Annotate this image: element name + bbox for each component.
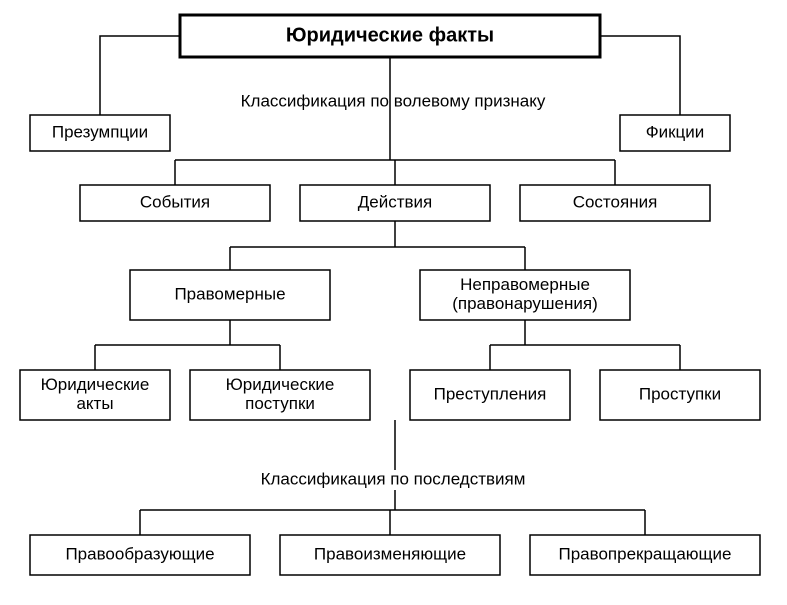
node-label: Правомерные bbox=[174, 284, 285, 303]
node-label: Правообразующие bbox=[65, 544, 214, 563]
node-label: Правопрекращающие bbox=[558, 544, 731, 563]
node-label: Юридические bbox=[226, 375, 335, 394]
node-label: (правонарушения) bbox=[452, 294, 598, 313]
node-juracts: Юридическиеакты bbox=[20, 370, 170, 420]
node-label: Правоизменяющие bbox=[314, 544, 466, 563]
node-label: поступки bbox=[245, 394, 315, 413]
node-label: События bbox=[140, 192, 210, 211]
node-fikcii: Фикции bbox=[620, 115, 730, 151]
caption: Классификация по последствиям bbox=[261, 469, 526, 488]
node-actions: Действия bbox=[300, 185, 490, 221]
node-forming: Правообразующие bbox=[30, 535, 250, 575]
node-misdem: Проступки bbox=[600, 370, 760, 420]
node-jurdeeds: Юридическиепоступки bbox=[190, 370, 370, 420]
node-label: акты bbox=[76, 394, 113, 413]
node-events: События bbox=[80, 185, 270, 221]
node-label: Неправомерные bbox=[460, 275, 590, 294]
node-ending: Правопрекращающие bbox=[530, 535, 760, 575]
node-lawful: Правомерные bbox=[130, 270, 330, 320]
node-unlawful: Неправомерные(правонарушения) bbox=[420, 270, 630, 320]
node-label: Юридические bbox=[41, 375, 150, 394]
legal-facts-diagram: Юридические факты Презумпции Фикции События… bbox=[0, 0, 787, 605]
node-root: Юридические факты bbox=[180, 15, 600, 57]
node-label: Презумпции bbox=[52, 122, 148, 141]
node-label: Фикции bbox=[646, 122, 705, 141]
node-label: Действия bbox=[358, 192, 432, 211]
node-label: Состояния bbox=[573, 192, 658, 211]
node-label: Юридические факты bbox=[286, 24, 494, 46]
node-changing: Правоизменяющие bbox=[280, 535, 500, 575]
caption: Классификация по волевому признаку bbox=[241, 91, 546, 110]
node-label: Преступления bbox=[434, 384, 547, 403]
node-presump: Презумпции bbox=[30, 115, 170, 151]
node-label: Проступки bbox=[639, 384, 721, 403]
node-states: Состояния bbox=[520, 185, 710, 221]
node-crimes: Преступления bbox=[410, 370, 570, 420]
